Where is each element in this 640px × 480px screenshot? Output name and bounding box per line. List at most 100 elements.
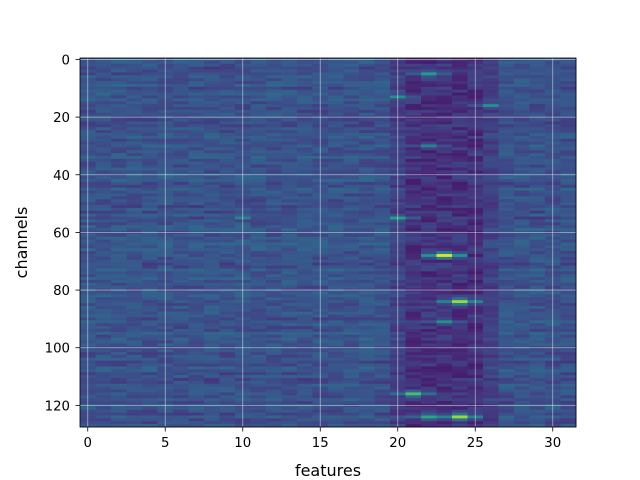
heatmap-cell (219, 95, 236, 99)
heatmap-cell (111, 372, 127, 376)
heatmap-cell (142, 112, 158, 117)
heatmap-cell (328, 156, 344, 160)
heatmap-cell (436, 424, 453, 428)
heatmap-cell (405, 213, 422, 217)
heatmap-cell (374, 409, 391, 413)
heatmap-cell (111, 187, 127, 192)
heatmap-cell (173, 326, 189, 330)
heatmap-cell (266, 360, 282, 364)
heatmap-cell (498, 167, 515, 171)
heatmap-cell (188, 251, 205, 255)
heatmap-cell (436, 277, 453, 281)
heatmap-cell (514, 190, 530, 194)
heatmap-cell (297, 360, 313, 364)
heatmap-cell (328, 317, 344, 321)
heatmap-cell (343, 418, 360, 422)
heatmap-cell (188, 279, 205, 284)
heatmap-cell (126, 415, 143, 419)
heatmap-cell (297, 254, 313, 258)
heatmap-cell (405, 343, 422, 347)
heatmap-cell (421, 424, 437, 428)
heatmap-cell (529, 415, 546, 419)
heatmap-cell (266, 75, 282, 79)
heatmap-cell (452, 303, 468, 307)
heatmap-cell (374, 118, 391, 122)
heatmap-cell (297, 256, 313, 261)
heatmap-cell (204, 254, 220, 258)
heatmap-cell (95, 375, 112, 379)
heatmap-cell (281, 352, 298, 356)
heatmap-cell (173, 303, 189, 307)
heatmap-cell (95, 213, 112, 217)
heatmap-cell (328, 101, 344, 105)
heatmap-cell (250, 109, 267, 114)
heatmap-cell (405, 421, 422, 425)
heatmap-cell (173, 277, 189, 281)
heatmap-cell (95, 314, 112, 318)
heatmap-cell (297, 124, 313, 128)
heatmap-cell (250, 331, 267, 336)
heatmap-cell (204, 375, 220, 379)
heatmap-cell (266, 349, 282, 353)
heatmap-cell (142, 239, 158, 243)
heatmap-cell (560, 86, 577, 91)
heatmap-cell (498, 326, 515, 330)
heatmap-cell (142, 409, 158, 413)
heatmap-cell (250, 95, 267, 99)
heatmap-cell (126, 395, 143, 399)
heatmap-cell (126, 228, 143, 232)
heatmap-cell (142, 167, 158, 171)
heatmap-cell (126, 233, 143, 238)
heatmap-cell (405, 424, 422, 428)
heatmap-cell (250, 158, 267, 163)
heatmap-cell (204, 372, 220, 376)
heatmap-cell (514, 409, 530, 413)
heatmap-cell (204, 89, 220, 93)
heatmap-cell (514, 415, 530, 419)
heatmap-cell (281, 340, 298, 344)
heatmap-cell (126, 334, 143, 339)
heatmap-cell (529, 401, 546, 405)
heatmap-cell (436, 409, 453, 413)
heatmap-cell (126, 282, 143, 287)
heatmap-cell (560, 294, 577, 298)
heatmap-cell (343, 303, 360, 307)
heatmap-cell (483, 101, 499, 105)
heatmap-cell (498, 89, 515, 93)
heatmap-cell (142, 331, 158, 336)
heatmap-cell (359, 161, 375, 166)
heatmap-cell (111, 236, 127, 241)
heatmap-cell (452, 104, 468, 108)
heatmap-cell (126, 352, 143, 356)
heatmap-cell (188, 121, 205, 125)
heatmap-cell (436, 78, 453, 82)
heatmap-cell (126, 118, 143, 122)
heatmap-cell (405, 199, 422, 203)
heatmap-cell (359, 153, 375, 157)
heatmap-cell (173, 193, 189, 197)
heatmap-cell (328, 190, 344, 194)
heatmap-cell (328, 311, 344, 315)
heatmap-cell (250, 308, 267, 313)
heatmap-cell (560, 233, 577, 238)
heatmap-cell (529, 213, 546, 217)
heatmap-cell (204, 210, 220, 215)
heatmap-cell (204, 352, 220, 356)
heatmap-cell (111, 265, 127, 269)
heatmap-cell (483, 104, 499, 108)
heatmap-cell (297, 372, 313, 376)
heatmap-cell (126, 158, 143, 163)
heatmap-cell (297, 98, 313, 102)
heatmap-cell (343, 242, 360, 246)
heatmap-cell (560, 187, 577, 192)
heatmap-cell (111, 219, 127, 223)
heatmap-cell (436, 415, 453, 419)
heatmap-cell (142, 104, 158, 108)
heatmap-cell (374, 398, 391, 402)
heatmap-cell (297, 337, 313, 341)
heatmap-cell (514, 311, 530, 315)
heatmap-cell (452, 190, 468, 194)
heatmap-cell (452, 317, 468, 321)
heatmap-cell (560, 213, 577, 217)
heatmap-cell (359, 193, 375, 197)
